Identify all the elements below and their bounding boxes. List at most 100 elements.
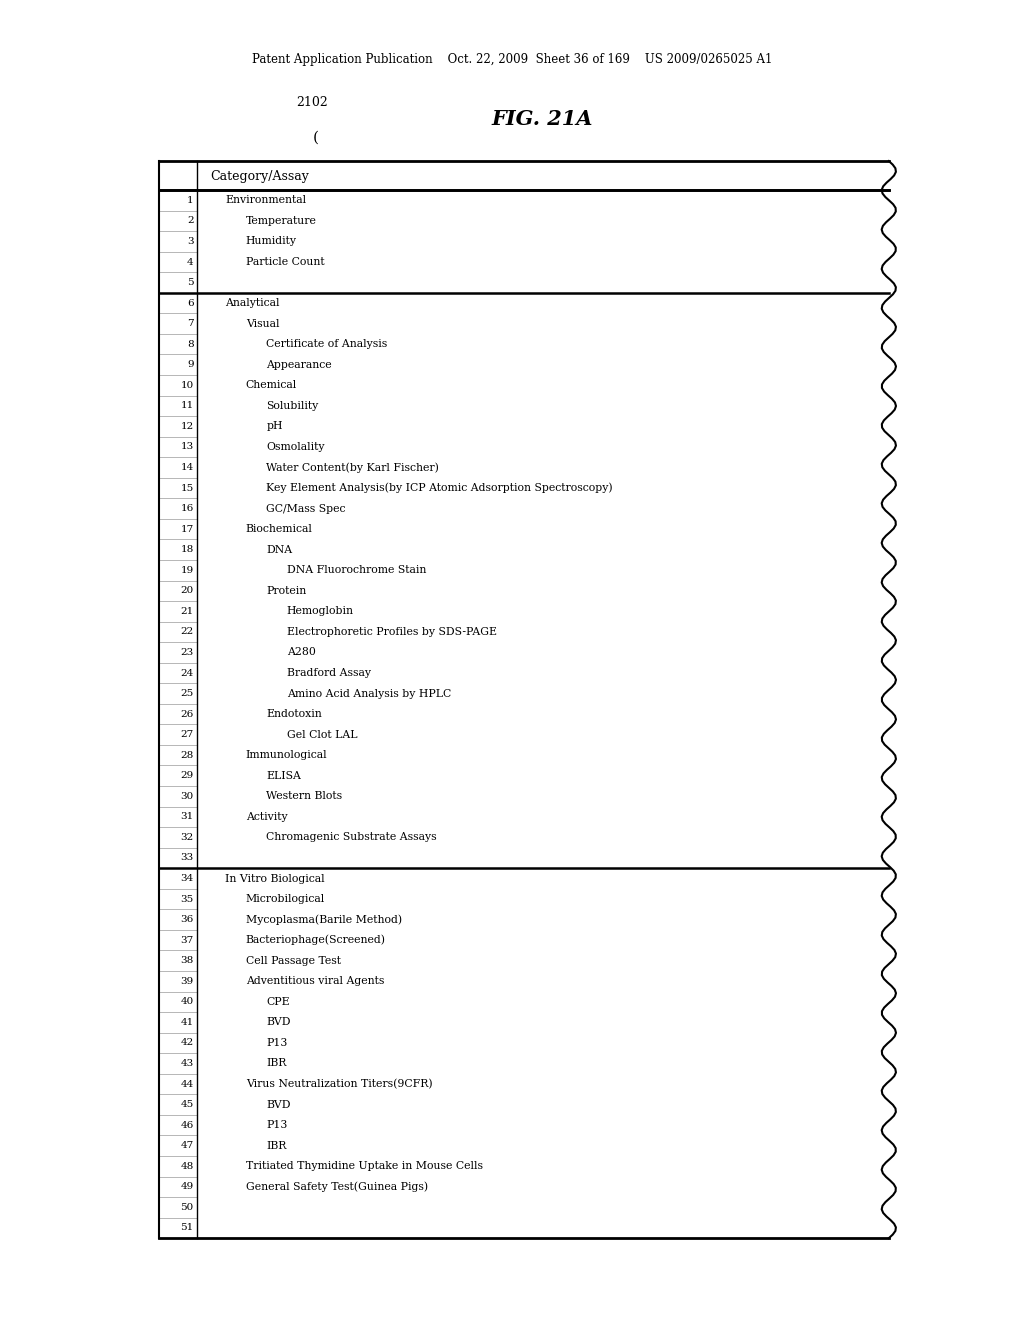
Text: Particle Count: Particle Count <box>246 257 325 267</box>
Text: Analytical: Analytical <box>225 298 280 308</box>
Text: 48: 48 <box>180 1162 194 1171</box>
Text: 23: 23 <box>180 648 194 657</box>
Text: 51: 51 <box>180 1224 194 1233</box>
Text: 18: 18 <box>180 545 194 554</box>
Text: 27: 27 <box>180 730 194 739</box>
Text: Osmolality: Osmolality <box>266 442 325 451</box>
Text: 12: 12 <box>180 422 194 430</box>
Text: 17: 17 <box>180 524 194 533</box>
Text: Amino Acid Analysis by HPLC: Amino Acid Analysis by HPLC <box>287 689 451 698</box>
Text: 44: 44 <box>180 1080 194 1089</box>
Text: Chemical: Chemical <box>246 380 297 391</box>
Text: 30: 30 <box>180 792 194 801</box>
Text: GC/Mass Spec: GC/Mass Spec <box>266 504 346 513</box>
Text: Humidity: Humidity <box>246 236 297 247</box>
Text: 15: 15 <box>180 483 194 492</box>
Text: FIG. 21A: FIG. 21A <box>492 108 594 129</box>
Text: Mycoplasma(Barile Method): Mycoplasma(Barile Method) <box>246 915 401 925</box>
Text: 25: 25 <box>180 689 194 698</box>
Text: Western Blots: Western Blots <box>266 791 342 801</box>
Text: 43: 43 <box>180 1059 194 1068</box>
Text: 35: 35 <box>180 895 194 904</box>
Text: 46: 46 <box>180 1121 194 1130</box>
Text: Virus Neutralization Titers(9CFR): Virus Neutralization Titers(9CFR) <box>246 1078 432 1089</box>
Text: 34: 34 <box>180 874 194 883</box>
Text: 5: 5 <box>187 279 194 286</box>
Text: Visual: Visual <box>246 318 280 329</box>
Text: IBR: IBR <box>266 1140 287 1151</box>
Text: 38: 38 <box>180 956 194 965</box>
Text: 22: 22 <box>180 627 194 636</box>
Text: Tritiated Thymidine Uptake in Mouse Cells: Tritiated Thymidine Uptake in Mouse Cell… <box>246 1162 482 1171</box>
Text: General Safety Test(Guinea Pigs): General Safety Test(Guinea Pigs) <box>246 1181 428 1192</box>
Text: 36: 36 <box>180 915 194 924</box>
Text: 1: 1 <box>187 195 194 205</box>
Text: In Vitro Biological: In Vitro Biological <box>225 874 325 883</box>
Text: 24: 24 <box>180 668 194 677</box>
Text: BVD: BVD <box>266 1100 291 1110</box>
Text: Endotoxin: Endotoxin <box>266 709 322 719</box>
Text: 21: 21 <box>180 607 194 616</box>
Text: Activity: Activity <box>246 812 288 822</box>
Text: 13: 13 <box>180 442 194 451</box>
Text: 49: 49 <box>180 1183 194 1191</box>
Text: 9: 9 <box>187 360 194 370</box>
Text: 40: 40 <box>180 998 194 1006</box>
Text: Temperature: Temperature <box>246 216 316 226</box>
Text: 7: 7 <box>187 319 194 329</box>
Text: Bradford Assay: Bradford Assay <box>287 668 371 678</box>
Text: 10: 10 <box>180 380 194 389</box>
Text: 2102: 2102 <box>296 96 329 110</box>
Text: Gel Clot LAL: Gel Clot LAL <box>287 730 357 739</box>
Text: 8: 8 <box>187 339 194 348</box>
Text: Key Element Analysis(by ICP Atomic Adsorption Spectroscopy): Key Element Analysis(by ICP Atomic Adsor… <box>266 483 613 494</box>
Text: Adventitious viral Agents: Adventitious viral Agents <box>246 977 384 986</box>
Text: 45: 45 <box>180 1100 194 1109</box>
Text: 6: 6 <box>187 298 194 308</box>
Text: Solubility: Solubility <box>266 401 318 411</box>
Text: 28: 28 <box>180 751 194 760</box>
Text: 11: 11 <box>180 401 194 411</box>
Text: DNA Fluorochrome Stain: DNA Fluorochrome Stain <box>287 565 426 576</box>
Text: IBR: IBR <box>266 1059 287 1068</box>
Text: 19: 19 <box>180 566 194 574</box>
Text: Microbilogical: Microbilogical <box>246 894 325 904</box>
Text: Electrophoretic Profiles by SDS-PAGE: Electrophoretic Profiles by SDS-PAGE <box>287 627 497 638</box>
Text: BVD: BVD <box>266 1018 291 1027</box>
Text: 47: 47 <box>180 1142 194 1150</box>
Text: Protein: Protein <box>266 586 306 595</box>
Text: (: ( <box>312 131 318 144</box>
Text: 37: 37 <box>180 936 194 945</box>
Text: pH: pH <box>266 421 283 432</box>
Text: 29: 29 <box>180 771 194 780</box>
Text: Hemoglobin: Hemoglobin <box>287 606 353 616</box>
Text: 33: 33 <box>180 854 194 862</box>
Text: 14: 14 <box>180 463 194 473</box>
Text: Cell Passage Test: Cell Passage Test <box>246 956 341 966</box>
Text: 26: 26 <box>180 710 194 718</box>
Text: Immunological: Immunological <box>246 750 328 760</box>
Text: Bacteriophage(Screened): Bacteriophage(Screened) <box>246 935 386 945</box>
Text: A280: A280 <box>287 648 315 657</box>
Text: Category/Assay: Category/Assay <box>210 170 309 183</box>
Text: Environmental: Environmental <box>225 195 306 206</box>
Text: 42: 42 <box>180 1039 194 1048</box>
Text: 41: 41 <box>180 1018 194 1027</box>
Text: Biochemical: Biochemical <box>246 524 312 535</box>
Text: 20: 20 <box>180 586 194 595</box>
Text: DNA: DNA <box>266 545 293 554</box>
Text: Chromagenic Substrate Assays: Chromagenic Substrate Assays <box>266 833 437 842</box>
Text: 4: 4 <box>187 257 194 267</box>
Text: 2: 2 <box>187 216 194 226</box>
Text: 16: 16 <box>180 504 194 513</box>
Text: Appearance: Appearance <box>266 360 332 370</box>
Text: 3: 3 <box>187 238 194 246</box>
Text: Certificate of Analysis: Certificate of Analysis <box>266 339 387 350</box>
Text: 31: 31 <box>180 812 194 821</box>
Text: 32: 32 <box>180 833 194 842</box>
Text: Patent Application Publication    Oct. 22, 2009  Sheet 36 of 169    US 2009/0265: Patent Application Publication Oct. 22, … <box>252 53 772 66</box>
Text: 50: 50 <box>180 1203 194 1212</box>
Text: CPE: CPE <box>266 997 290 1007</box>
Text: P13: P13 <box>266 1038 288 1048</box>
Text: ELISA: ELISA <box>266 771 301 780</box>
